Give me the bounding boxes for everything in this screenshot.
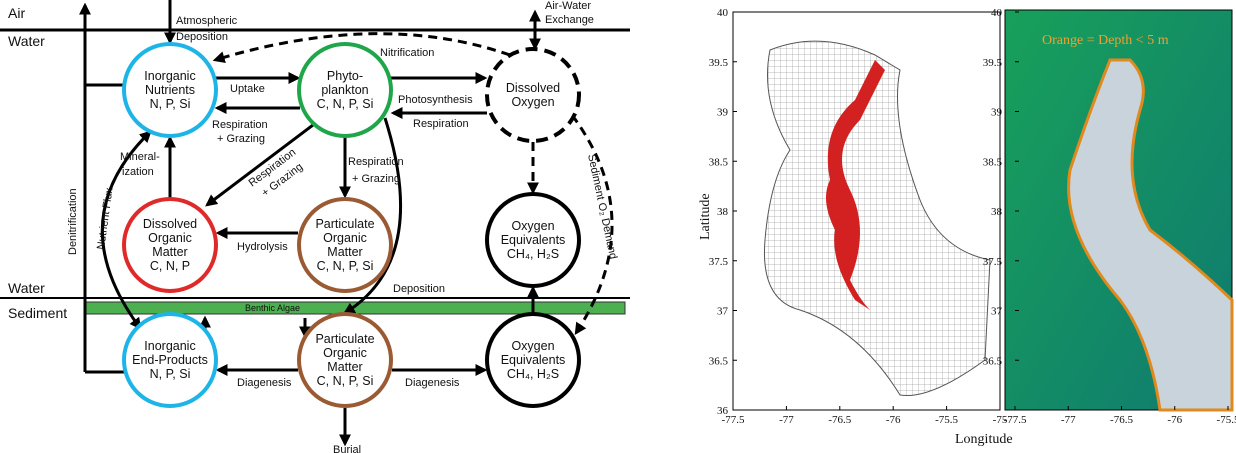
node-label: Oxygen [511,95,554,109]
x-tick-label: -77 [1061,414,1076,426]
node-label: C, N, P, Si [317,97,374,111]
node-label: Matter [327,360,362,374]
x-axis-label: Longitude [955,432,1013,447]
edge-label: Deposition [393,283,445,295]
edge-label: Mineral- [120,151,160,163]
x-tick-label: -77.5 [722,414,745,426]
node-label: Inorganic [144,339,195,353]
node-label: Organic [323,346,367,360]
node-label: Oxygen [511,219,554,233]
x-tick-label: -75.5 [1217,414,1236,426]
node-label: Dissolved [506,81,560,95]
node-label: CH₄, H₂S [507,367,559,381]
node-label: Particulate [315,332,374,346]
x-tick-label: -76 [1167,414,1182,426]
edge-label: Photosynthesis [398,94,473,106]
node-label: N, P, Si [150,367,191,381]
map-left [732,11,1001,411]
edge-label: Respiration [212,119,268,131]
x-tick-label: -76 [886,414,901,426]
node-label: Organic [148,231,192,245]
node-label: C, N, P, Si [317,259,374,273]
y-tick-label: 37.5 [983,256,1003,268]
node-label: Phyto- [327,69,363,83]
y-tick-label: 39 [991,107,1003,119]
y-tick-label: 39 [717,107,729,119]
node-label: End-Products [132,353,208,367]
edge-label: Diagenesis [237,377,292,389]
label: Exchange [545,14,594,26]
arrows [79,0,614,447]
map-right: Orange = Depth < 5 m [1004,9,1234,412]
edge-label: Diagenesis [405,377,460,389]
y-tick-label: 36.5 [709,355,729,367]
edge-label: ization [122,166,154,178]
x-tick-label: -77 [779,414,794,426]
edge-label: Nitrification [380,47,434,59]
x-tick-label: -75 [993,414,1008,426]
edge-label: Hydrolysis [237,241,288,253]
y-tick-label: 39.5 [709,57,729,69]
bay [826,60,885,310]
x-tick-label: -77.5 [1004,414,1027,426]
node-label: Equivalents [501,233,566,247]
node-label: Dissolved [143,217,197,231]
y-tick-label: 38.5 [983,156,1003,168]
y-tick-label: 37.5 [709,256,729,268]
legend: Orange = Depth < 5 m [1042,33,1169,48]
edge-label: Respiration [348,156,404,168]
x-tick-label: -75.5 [935,414,958,426]
bay [1067,58,1234,412]
mesh [763,40,991,397]
nodes [122,42,581,408]
x-tick-label: -76.5 [1110,414,1133,426]
label: Sediment [8,305,67,321]
y-tick-label: 40 [991,7,1003,19]
label: Air [8,5,25,21]
label: Atmospheric [176,15,238,27]
edge-label: Uptake [230,83,265,95]
x-tick-label: -76.5 [828,414,851,426]
label: Water [8,33,45,49]
edge-label: Denitrification [67,188,79,255]
edge-label: + Grazing [352,173,400,185]
y-tick-label: 38 [717,206,729,218]
node-label: C, N, P, Si [317,374,374,388]
edge-label: Burial [333,444,361,453]
y-tick-label: 36 [717,405,729,417]
node-label: Nutrients [145,83,195,97]
label: Air-Water [545,0,591,12]
label: Deposition [176,31,228,43]
y-tick-label: 36.5 [983,355,1003,367]
label: Water [8,280,45,296]
node-label: plankton [321,83,368,97]
node-label: Matter [152,245,187,259]
node-label: CH₄, H₂S [507,247,559,261]
edge-label: + Grazing [217,133,265,145]
y-tick-label: 40 [717,7,729,19]
y-axis-label: Latitude [698,193,713,240]
y-tick-label: 39.5 [983,57,1003,69]
node-label: Equivalents [501,353,566,367]
edge-label: Respiration [413,118,469,130]
node-label: Particulate [315,217,374,231]
y-tick-label: 37 [991,306,1003,318]
diagram [0,0,630,447]
node-label: Organic [323,231,367,245]
node-label: Inorganic [144,69,195,83]
edge-label: Benthic Algae [245,303,300,313]
node-label: C, N, P [150,259,190,273]
y-tick-label: 38 [991,206,1003,218]
node-label: Matter [327,245,362,259]
y-tick-label: 37 [717,306,729,318]
node-label: N, P, Si [150,97,191,111]
edge-label: Nutrient Flux [95,187,116,251]
node-label: Oxygen [511,339,554,353]
y-tick-label: 38.5 [709,156,729,168]
